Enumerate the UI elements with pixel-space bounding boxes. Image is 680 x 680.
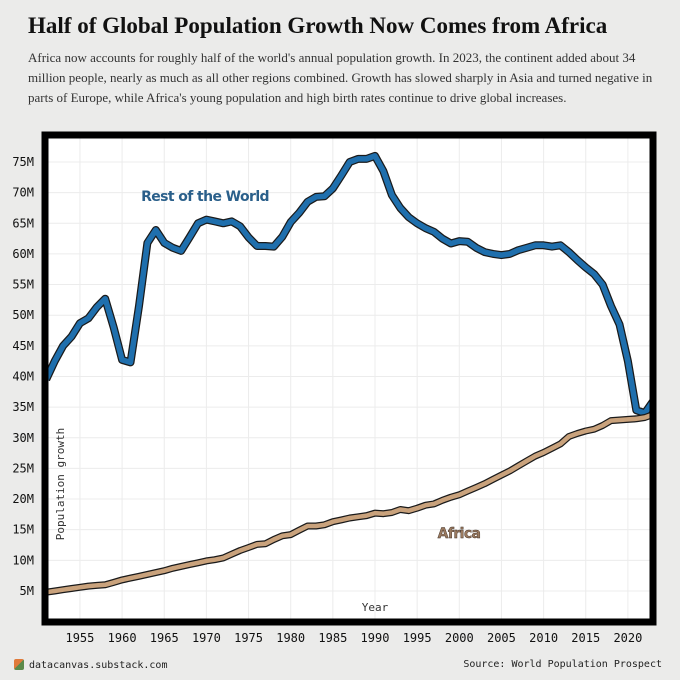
x-axis-ticks: 1955 1960 1965 1970 1975 1980 1985 1990 1995 2000…: [65, 631, 642, 645]
x-tick-label: 1960: [108, 631, 137, 645]
y-tick-label: 65M: [12, 216, 34, 230]
y-tick-label: 50M: [12, 308, 34, 322]
x-tick-label: 1970: [192, 631, 221, 645]
footer-source: Source: World Population Prospect: [463, 659, 662, 670]
logo-icon: [14, 659, 24, 670]
y-tick-label: 10M: [12, 553, 34, 567]
series-label-africa: Africa: [438, 526, 481, 542]
y-tick-label: 55M: [12, 278, 34, 292]
y-tick-label: 60M: [12, 247, 34, 261]
y-axis-ticks: 5M 10M 15M 20M 25M 30M 35M 40M 45M 50M 55M 60M 65M 70…: [12, 155, 34, 598]
x-tick-label: 1980: [276, 631, 305, 645]
x-tick-label: 2005: [487, 631, 516, 645]
y-tick-label: 20M: [12, 492, 34, 506]
plot-frame: [41, 131, 657, 626]
y-tick-label: 70M: [12, 186, 34, 200]
site-text: datacanvas.substack.com: [29, 660, 168, 671]
x-tick-label: 2000: [445, 631, 474, 645]
y-tick-label: 35M: [12, 400, 34, 414]
footer-site: datacanvas.substack.com: [14, 659, 167, 671]
x-axis-label: Year: [362, 601, 389, 614]
series-lines: [42, 151, 657, 596]
x-tick-label: 2010: [529, 631, 558, 645]
x-tick-label: 1990: [361, 631, 390, 645]
y-axis-label: Population growth: [54, 428, 67, 541]
x-tick-label: 1985: [318, 631, 347, 645]
y-tick-label: 75M: [12, 155, 34, 169]
x-tick-label: 2015: [571, 631, 600, 645]
x-tick-label: 1955: [65, 631, 94, 645]
x-tick-label: 1995: [403, 631, 432, 645]
y-tick-label: 5M: [20, 584, 34, 598]
chart-title: Half of Global Population Growth Now Com…: [28, 13, 608, 38]
grid: [45, 135, 653, 622]
x-tick-label: 2020: [613, 631, 642, 645]
x-tick-label: 1975: [234, 631, 263, 645]
series-line-rest-of-the-world: [43, 153, 656, 416]
y-tick-label: 45M: [12, 339, 34, 353]
plot-area: [45, 135, 653, 622]
series-label-rest-of-world: Rest of the World: [141, 189, 269, 205]
y-tick-label: 30M: [12, 431, 34, 445]
y-tick-label: 40M: [12, 369, 34, 383]
chart-subtitle: Africa now accounts for roughly half of …: [28, 50, 653, 105]
x-tick-label: 1965: [150, 631, 179, 645]
y-tick-label: 25M: [12, 461, 34, 475]
series-line-africa: [45, 412, 654, 595]
y-tick-label: 15M: [12, 523, 34, 537]
